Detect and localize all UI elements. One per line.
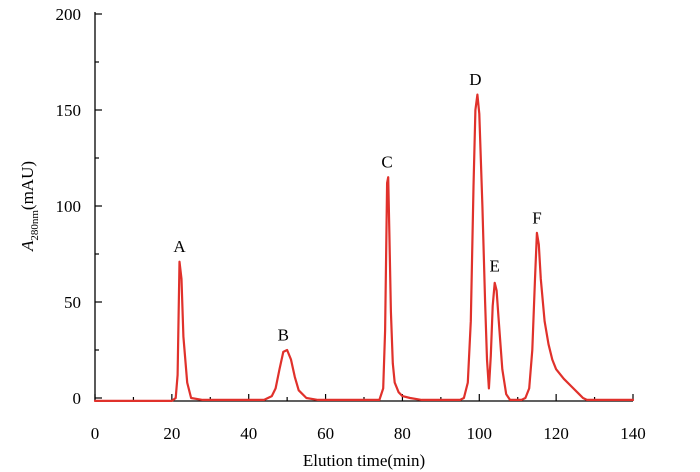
- axes: [94, 12, 633, 402]
- y-tick-label: 150: [56, 101, 82, 120]
- y-tick-label: 50: [64, 293, 81, 312]
- peak-label: C: [381, 153, 392, 172]
- y-axis-title-main: A: [18, 240, 37, 252]
- peak-label: A: [173, 237, 186, 256]
- y-tick-label: 200: [56, 5, 82, 24]
- peak-annotations: A B C D E F: [173, 70, 541, 344]
- x-tick-label: 0: [91, 424, 100, 443]
- peak-label: E: [489, 256, 499, 275]
- x-tick-label: 80: [394, 424, 411, 443]
- peak-label: B: [278, 325, 289, 344]
- x-ticks: 0 20 40 60 80 100 120 140: [91, 394, 646, 443]
- peak-label: F: [532, 208, 541, 227]
- y-axis-title: A280nm(mAU): [18, 161, 41, 252]
- y-tick-label: 0: [73, 389, 82, 408]
- x-tick-label: 40: [240, 424, 257, 443]
- y-tick-label: 100: [56, 197, 82, 216]
- y-axis-title-suffix: (mAU): [18, 161, 37, 210]
- x-tick-label: 120: [543, 424, 569, 443]
- x-tick-label: 140: [620, 424, 646, 443]
- series-line: [93, 93, 635, 402]
- peak-label: D: [469, 70, 481, 89]
- y-ticks: 0 50 100 150 200: [56, 5, 102, 408]
- y-axis-title-subscript: 280nm: [29, 210, 41, 241]
- x-tick-label: 20: [163, 424, 180, 443]
- x-tick-label: 60: [317, 424, 334, 443]
- x-tick-label: 100: [467, 424, 493, 443]
- x-axis-title: Elution time(min): [303, 451, 425, 470]
